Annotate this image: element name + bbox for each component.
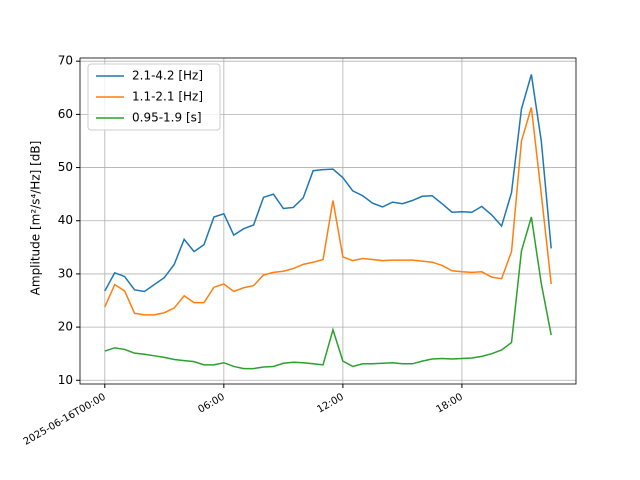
legend-label: 0.95-1.9 [s] xyxy=(132,111,202,125)
legend-label: 2.1-4.2 [Hz] xyxy=(132,69,203,83)
data-line xyxy=(104,74,552,293)
y-tick-label: 70 xyxy=(58,54,73,68)
data-line xyxy=(104,216,552,370)
x-tick-label: 12:00 xyxy=(315,392,345,416)
y-tick-label: 50 xyxy=(58,160,73,174)
legend-label: 1.1-2.1 [Hz] xyxy=(132,90,203,104)
x-tick-label: 18:00 xyxy=(434,392,464,416)
x-tick-label: 2025-06-16T00:00 xyxy=(22,392,108,448)
y-tick-label: 30 xyxy=(58,266,73,280)
y-axis-label: Amplitude [m²/s⁴/Hz] [dB] xyxy=(29,141,43,296)
plot-frame xyxy=(79,57,577,385)
y-tick-label: 60 xyxy=(58,107,73,121)
y-tick-label: 40 xyxy=(58,213,73,227)
y-tick-label: 20 xyxy=(58,320,73,334)
data-line xyxy=(104,107,552,316)
y-tick-label: 10 xyxy=(58,373,73,387)
x-tick-label: 06:00 xyxy=(196,392,226,416)
legend-box xyxy=(87,63,221,131)
